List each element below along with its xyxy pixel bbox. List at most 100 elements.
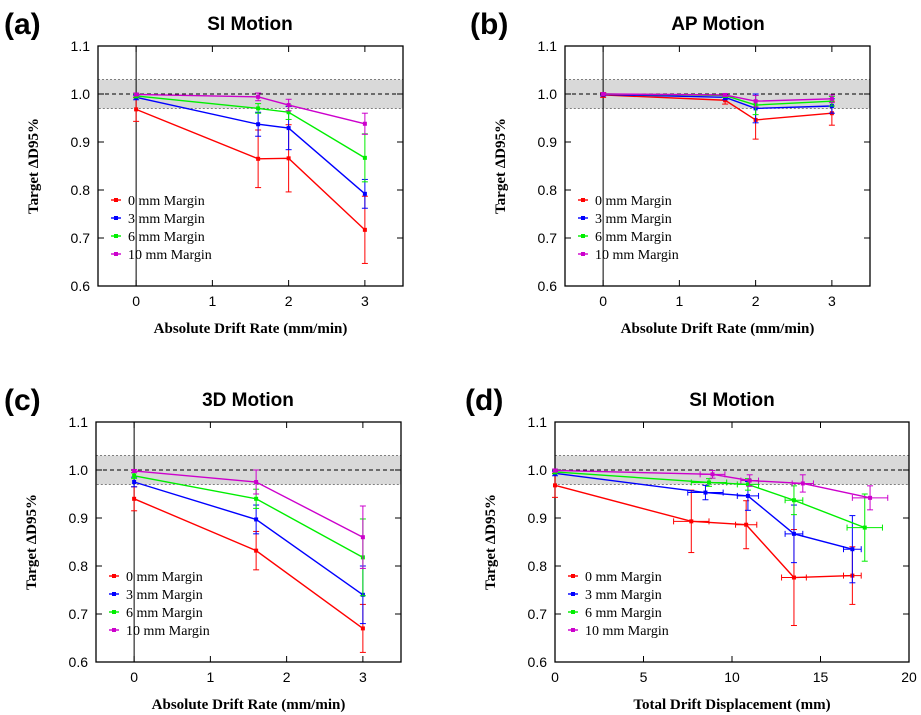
data-point — [132, 468, 137, 473]
x-tick-label: 0 — [599, 293, 607, 309]
legend-marker — [571, 628, 575, 632]
series-line — [603, 93, 832, 110]
y-tick-label: 0.8 — [528, 558, 548, 574]
data-point — [850, 547, 855, 552]
series-line — [603, 93, 832, 102]
x-tick-label: 0 — [132, 293, 140, 309]
series-4 — [600, 92, 835, 108]
panel-letter: (c) — [4, 384, 41, 417]
y-tick-label: 0.6 — [69, 654, 89, 670]
legend-entry: 0 mm Margin — [128, 194, 205, 209]
y-tick-label: 1.1 — [69, 414, 89, 430]
legend-entry: 3 mm Margin — [585, 588, 662, 603]
data-point — [254, 548, 259, 553]
plot-frame — [95, 421, 402, 663]
series-4 — [131, 468, 366, 569]
legend-entry: 6 mm Margin — [585, 606, 662, 621]
x-axis-label: Absolute Drift Rate (mm/min) — [154, 321, 348, 337]
y-tick-label: 1.0 — [71, 86, 91, 102]
panel-title: SI Motion — [689, 390, 774, 411]
x-axis-label: Absolute Drift Rate (mm/min) — [152, 697, 346, 713]
plot-frame — [97, 45, 404, 287]
chart-panel-1: (a) SI Motion 0.6 0.7 0.8 0.9 1.0 1.1 0 1 2 3 Absolu… — [4, 8, 404, 337]
legend-marker — [114, 216, 118, 220]
legend-entry: 10 mm Margin — [585, 624, 669, 639]
x-tick-label: 15 — [813, 669, 829, 685]
data-point — [286, 126, 291, 131]
y-tick-label: 1.0 — [538, 86, 558, 102]
data-point — [362, 121, 367, 126]
data-point — [256, 94, 261, 99]
data-point — [791, 498, 796, 503]
x-tick-label: 1 — [675, 293, 683, 309]
panel-letter: (a) — [4, 8, 41, 41]
x-tick-label: 3 — [361, 293, 369, 309]
legend-marker — [112, 610, 116, 614]
series-line — [554, 484, 853, 579]
legend-entry: 10 mm Margin — [126, 624, 210, 639]
legend-marker — [114, 198, 118, 202]
legend-entry: 3 mm Margin — [126, 588, 203, 603]
data-point — [745, 482, 750, 487]
data-point — [286, 103, 291, 108]
x-tick-label: 2 — [283, 669, 291, 685]
data-point — [553, 483, 557, 488]
legend-entry: 6 mm Margin — [128, 230, 205, 245]
y-axis-label: Target ΔD95% — [24, 494, 40, 590]
y-tick-label: 0.8 — [71, 182, 91, 198]
y-tick-label: 0.9 — [71, 134, 91, 150]
panel-letter: (b) — [470, 8, 508, 41]
data-point — [829, 96, 834, 101]
legend-marker — [581, 234, 585, 238]
y-tick-label: 0.9 — [528, 510, 548, 526]
x-tick-label: 1 — [208, 293, 216, 309]
data-point — [254, 496, 259, 501]
legend-marker — [571, 574, 575, 578]
data-point — [723, 92, 728, 97]
x-tick-label: 3 — [828, 293, 836, 309]
series-2 — [552, 470, 862, 584]
y-tick-label: 0.6 — [71, 278, 91, 294]
y-tick-label: 0.9 — [538, 134, 558, 150]
data-point — [360, 626, 365, 631]
x-axis-label: Total Drift Displacement (mm) — [633, 697, 830, 713]
legend-marker — [581, 252, 585, 256]
x-tick-label: 1 — [206, 669, 214, 685]
series-4 — [133, 92, 368, 135]
data-point — [132, 480, 137, 484]
legend-marker — [581, 216, 585, 220]
series-1 — [131, 486, 366, 653]
panel-title: 3D Motion — [202, 390, 294, 411]
series-4 — [552, 468, 889, 511]
data-point — [868, 495, 873, 500]
legend-entry: 3 mm Margin — [595, 212, 672, 227]
data-point — [703, 490, 708, 495]
series-1 — [552, 472, 862, 627]
x-tick-label: 10 — [724, 669, 740, 685]
data-point — [254, 480, 259, 484]
x-axis-label: Absolute Drift Rate (mm/min) — [621, 321, 815, 337]
legend-marker — [112, 574, 116, 578]
x-tick-label: 0 — [130, 669, 138, 685]
legend-marker — [112, 628, 116, 632]
data-point — [689, 519, 694, 524]
y-axis-label: Target ΔD95% — [483, 494, 499, 590]
data-point — [706, 480, 711, 485]
data-point — [286, 156, 291, 161]
data-point — [744, 522, 749, 527]
data-point — [800, 481, 805, 486]
data-point — [360, 535, 365, 540]
data-point — [134, 107, 139, 112]
data-point — [753, 99, 758, 104]
y-tick-label: 0.7 — [538, 230, 558, 246]
data-point — [134, 92, 139, 97]
y-axis-label: Target ΔD95% — [26, 118, 42, 214]
series-line — [136, 95, 366, 159]
y-tick-label: 0.7 — [71, 230, 91, 246]
y-tick-label: 0.7 — [69, 606, 89, 622]
series-line — [135, 96, 366, 195]
x-tick-label: 2 — [285, 293, 293, 309]
x-tick-label: 5 — [640, 669, 648, 685]
series-2 — [133, 94, 368, 209]
